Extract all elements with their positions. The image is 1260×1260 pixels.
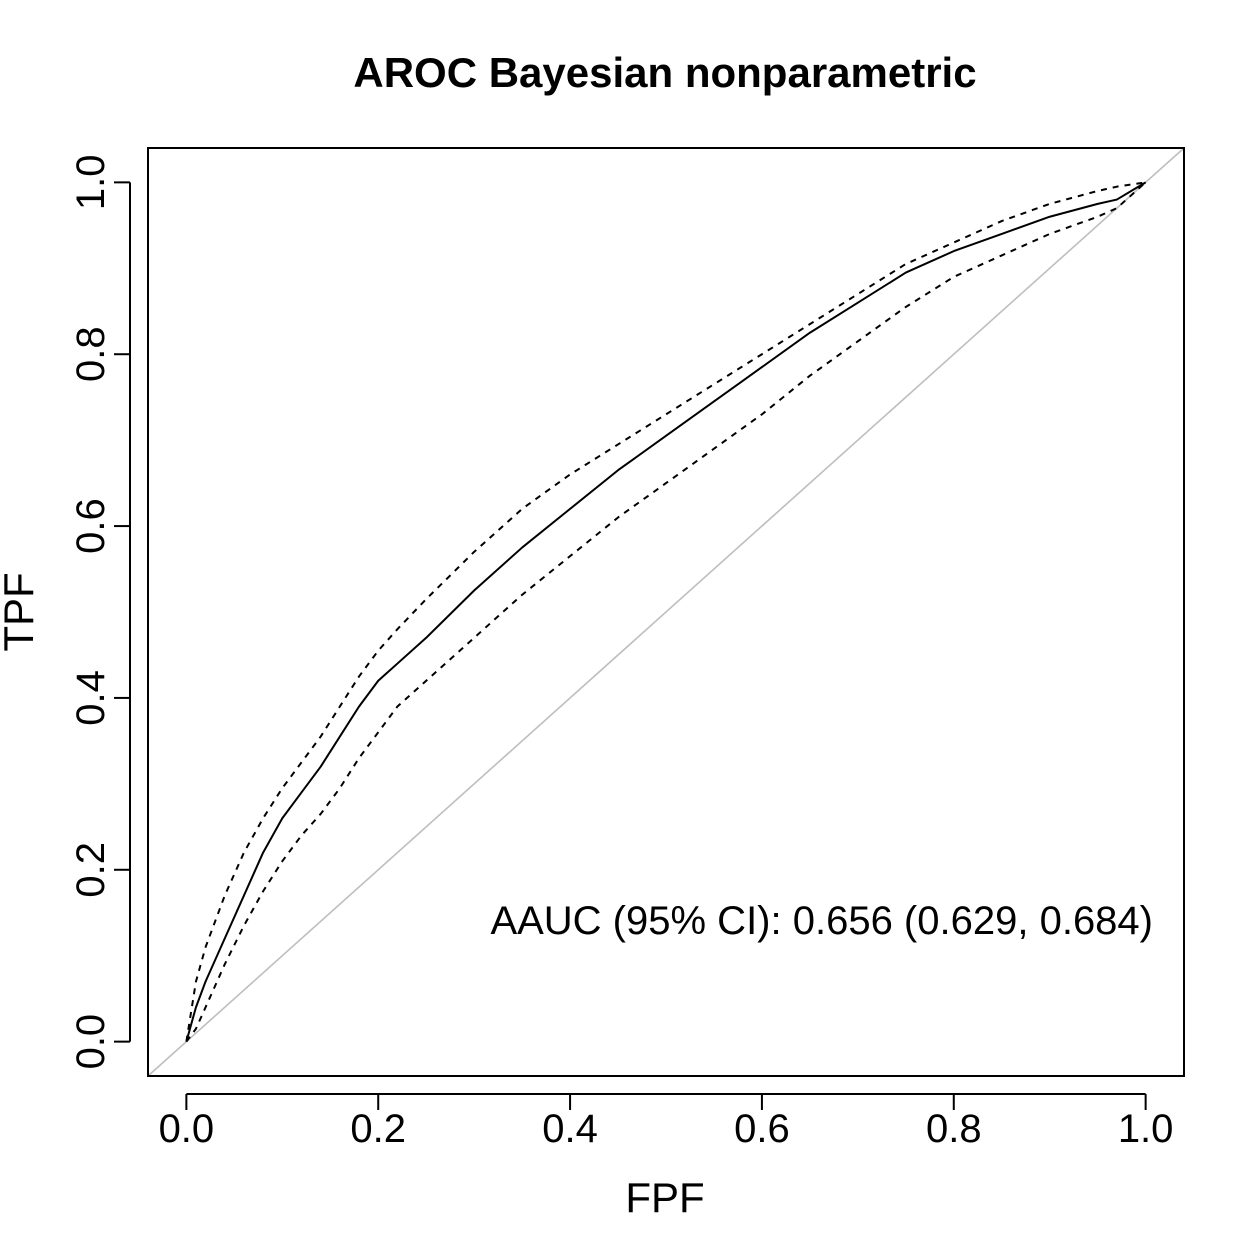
y-tick-label: 1.0	[69, 155, 113, 211]
series-layer	[185, 181, 1147, 1043]
x-tick-label: 0.0	[159, 1107, 215, 1151]
x-tick-label: 0.8	[926, 1107, 982, 1151]
y-tick-label: 0.8	[69, 326, 113, 382]
x-tick-label: 0.4	[542, 1107, 598, 1151]
y-tick-label: 0.4	[69, 670, 113, 726]
y-axis-label: TPF	[0, 572, 42, 651]
plot-frame	[147, 147, 1185, 1077]
chart-title: AROC Bayesian nonparametric	[353, 49, 976, 96]
y-tick-label: 0.6	[69, 498, 113, 554]
series-line-ci-upper	[185, 181, 1146, 1042]
chance-diagonal-layer	[148, 148, 1184, 1076]
x-tick-label: 0.2	[350, 1107, 406, 1151]
y-axis: 0.0 0.2 0.4 0.6 0.8 1.0	[69, 155, 131, 1070]
aauc-annotation: AAUC (95% CI): 0.656 (0.629, 0.684)	[490, 899, 1153, 943]
series-line-ci-lower	[185, 181, 1147, 1043]
x-tick-label: 1.0	[1118, 1107, 1174, 1151]
x-axis: 0.0 0.2 0.4 0.6 0.8 1.0	[159, 1093, 1174, 1151]
series-line-estimate	[185, 181, 1147, 1042]
y-tick-label: 0.2	[69, 842, 113, 898]
chance-diagonal-line	[148, 148, 1184, 1076]
x-tick-label: 0.6	[734, 1107, 790, 1151]
x-axis-label: FPF	[625, 1174, 704, 1221]
y-tick-label: 0.0	[69, 1014, 113, 1070]
